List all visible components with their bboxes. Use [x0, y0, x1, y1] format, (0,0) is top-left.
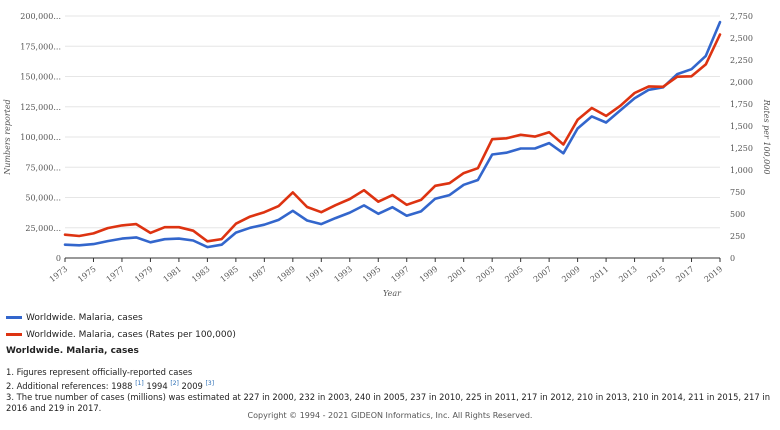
note-2: 2. Additional references: 1988 [1] 1994 …	[6, 378, 780, 392]
x-tick-label: 1989	[275, 264, 297, 284]
x-tick-label: 1997	[389, 264, 411, 284]
legend-swatch-rates	[6, 333, 22, 336]
y-right-tick-label: 750	[730, 188, 745, 197]
y-left-tick-label: 125,000...	[20, 103, 61, 112]
x-tick-label: 1985	[219, 264, 241, 284]
x-axis-title: Year	[383, 289, 402, 298]
y-right-tick-label: 0	[730, 254, 735, 263]
y-right-axis-title: Rates per 100,000	[762, 99, 771, 175]
x-tick-label: 1993	[332, 264, 354, 284]
y-left-tick-label: 0	[56, 254, 61, 263]
malaria-line-chart: 1973 1975 1977 1979 1981 1983 1985 1987 1989 1991…	[3, 12, 771, 298]
x-tick-label: 2007	[532, 264, 554, 284]
y-left-tick-label: 175,000...	[20, 42, 61, 51]
x-tick-label: 2003	[475, 264, 497, 284]
note-3: 3. The true number of cases (millions) w…	[6, 391, 771, 413]
x-tick-label: 2005	[503, 264, 525, 284]
y-right-tick-label: 2,250	[730, 56, 753, 65]
notes: 1. Figures represent officially-reported…	[6, 367, 780, 414]
note-2-prefix: 2. Additional references: 1988	[6, 380, 133, 391]
x-tick-label: 1983	[190, 264, 212, 284]
x-tick-label: 2011	[589, 264, 611, 284]
x-tick-label: 1991	[304, 264, 326, 284]
legend-label-rates: Worldwide. Malaria, cases (Rates per 100…	[26, 329, 236, 340]
series-line-cases[interactable]	[63, 20, 722, 249]
series-layer	[63, 20, 722, 249]
y-left-tick-label: 75,000...	[25, 163, 61, 172]
y-right-tick-labels: 0 250 500 750 1,000 1,250 1,500 1,750 2,000 2,250…	[730, 12, 753, 263]
y-right-tick-label: 1,750	[730, 100, 753, 109]
x-tick-label: 1979	[133, 264, 155, 284]
x-tick-label: 2015	[646, 264, 668, 284]
x-tick-labels: 1973 1975 1977 1979 1981 1983 1985 1987 1989 1991…	[48, 258, 725, 284]
y-right-tick-label: 500	[730, 210, 745, 219]
grid	[65, 15, 720, 229]
y-right-tick-label: 1,500	[730, 122, 753, 131]
y-right-tick-label: 2,500	[730, 34, 753, 43]
y-right-tick-label: 2,000	[730, 78, 753, 87]
y-left-tick-label: 50,000...	[25, 194, 61, 203]
section-title: Worldwide. Malaria, cases	[6, 346, 139, 356]
reference-link-1[interactable]: [1]	[135, 380, 144, 387]
x-tick-label: 1975	[76, 264, 98, 284]
x-tick-label: 2017	[674, 264, 696, 284]
y-right-tick-label: 1,000	[730, 166, 753, 175]
legend-item-cases[interactable]: Worldwide. Malaria, cases	[6, 309, 236, 326]
reference-link-3[interactable]: [3]	[205, 380, 215, 387]
legend-label-cases: Worldwide. Malaria, cases	[26, 312, 143, 323]
x-tick-label: 2009	[560, 264, 582, 284]
y-right-tick-label: 250	[730, 232, 745, 241]
note-1: 1. Figures represent officially-reported…	[6, 367, 193, 377]
x-tick-label: 1977	[105, 264, 127, 284]
y-left-tick-labels: 0 25,000... 50,000... 75,000... 100,000... 12…	[20, 12, 61, 263]
x-tick-label: 1999	[418, 264, 440, 284]
series-line-rates[interactable]	[63, 33, 722, 243]
x-tick-label: 1995	[361, 264, 383, 284]
note-2-year-3: 2009	[181, 380, 203, 391]
legend-item-rates[interactable]: Worldwide. Malaria, cases (Rates per 100…	[6, 326, 236, 343]
x-tick-label: 2013	[617, 264, 639, 284]
x-tick-label: 1981	[162, 264, 184, 284]
y-left-tick-label: 100,000...	[20, 133, 61, 142]
legend-swatch-cases	[6, 316, 22, 319]
x-tick-label: 1973	[48, 264, 70, 284]
copyright: Copyright © 1994 - 2021 GIDEON Informati…	[247, 411, 533, 420]
y-left-axis-title: Numbers reported	[3, 99, 12, 175]
note-2-year-2: 1994	[146, 380, 168, 391]
x-tick-label: 1987	[247, 264, 269, 284]
reference-link-2[interactable]: [2]	[170, 380, 179, 387]
x-tick-label: 2019	[703, 264, 725, 284]
x-tick-label: 2001	[446, 264, 468, 284]
y-right-tick-label: 2,750	[730, 12, 753, 21]
y-left-tick-label: 150,000...	[20, 73, 61, 82]
y-left-tick-label: 200,000...	[20, 12, 61, 21]
y-left-tick-label: 25,000...	[25, 224, 61, 233]
legend: Worldwide. Malaria, cases Worldwide. Mal…	[6, 309, 236, 343]
y-right-tick-label: 1,250	[730, 144, 753, 153]
